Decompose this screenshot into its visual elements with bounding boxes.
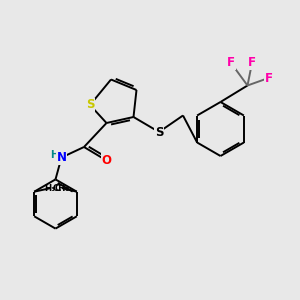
Text: F: F [265,71,272,85]
Text: N: N [56,151,67,164]
Text: F: F [248,56,256,70]
Text: CH₃: CH₃ [52,184,69,193]
Text: O: O [101,154,112,167]
Text: S: S [86,98,94,112]
Text: H: H [50,150,58,160]
Text: F: F [227,56,235,70]
Text: H₃C: H₃C [44,184,61,193]
Text: S: S [155,125,163,139]
